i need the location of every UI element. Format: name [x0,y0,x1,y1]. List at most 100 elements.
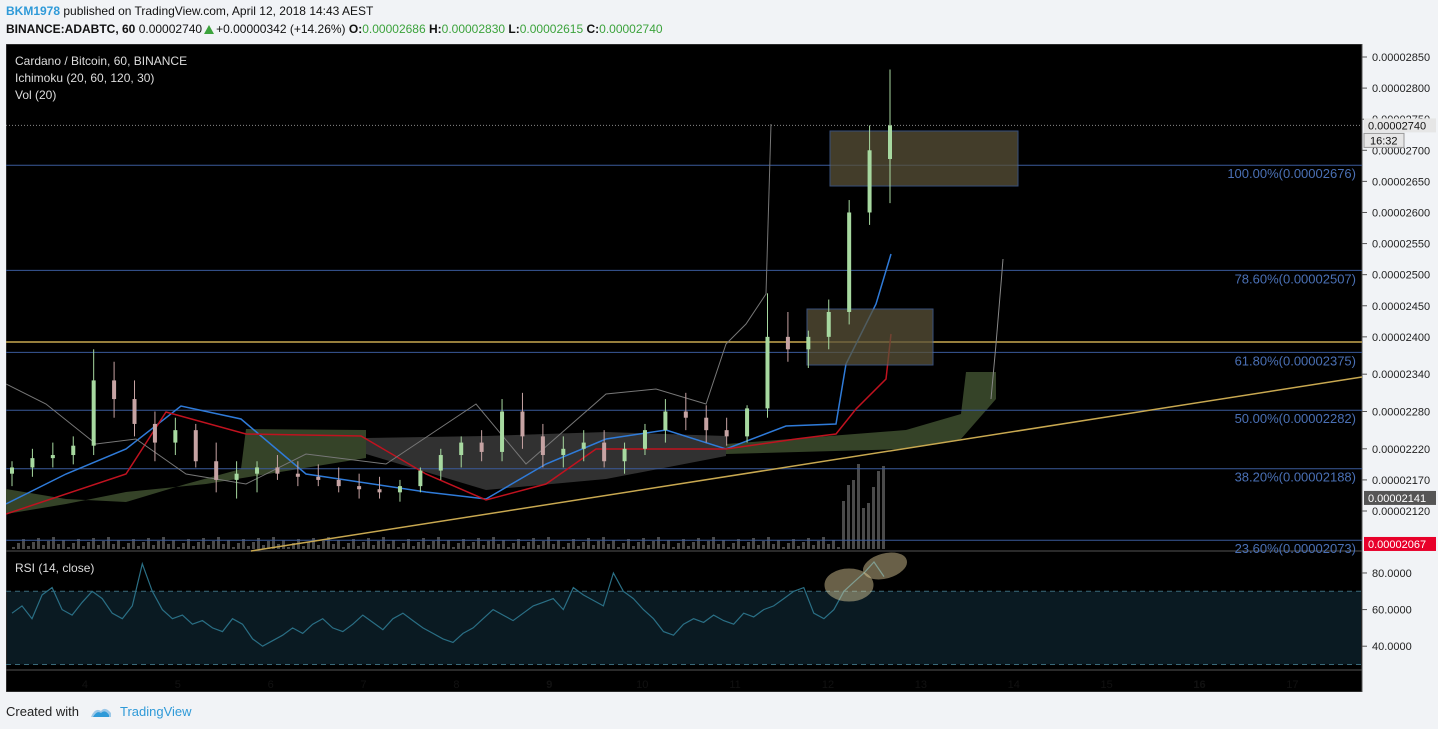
price-chart[interactable]: 100.00%(0.00002676) 78.60%(0.00002507) 61.… [6,44,1436,692]
volume-bar [442,544,445,549]
x-tick-label: 9 [546,679,552,691]
x-tick-label: 6 [268,679,274,691]
volume-bar [192,546,195,549]
volume-bar [627,539,630,549]
candle-body [438,455,443,471]
volume-bar [187,539,190,549]
tradingview-link[interactable]: TradingView [120,704,192,719]
volume-bar [482,545,485,549]
volume-bar [682,539,685,549]
volume-bar [697,538,700,549]
price-tick-label: 0.00002700 [1372,145,1430,157]
volume-bar [382,537,385,549]
volume-bar [842,501,845,549]
volume-bar [172,540,175,549]
last-price: 0.00002740 [138,22,203,36]
candle-body [479,442,484,452]
volume-bar [157,541,160,549]
price-tick-label: 0.00002340 [1372,369,1430,381]
open-value: 0.00002686 [362,22,426,36]
fib-level-label: 100.00%(0.00002676) [1227,166,1356,181]
indicator-label: Vol (20) [15,88,56,102]
candle-body [826,311,831,337]
volume-bar [662,544,665,549]
ichimoku-chikou-line [6,123,772,485]
candle-body [765,336,770,409]
volume-bar [147,538,150,549]
candle-body [520,411,525,437]
volume-bar [702,545,705,549]
open-label: O: [348,22,363,36]
volume-bar [217,537,220,549]
volume-bar [262,545,265,549]
volume-bar [872,487,875,549]
price-tick-label: 0.00002450 [1372,301,1430,313]
indicator-label: Ichimoku (20, 60, 120, 30) [15,71,154,85]
volume-bar [672,547,675,549]
volume-bar [497,544,500,549]
volume-bar [507,547,510,549]
volume-bar [367,538,370,549]
volume-bar [257,538,260,549]
fib-level-label: 61.80%(0.00002375) [1235,353,1356,368]
x-tick-label: 14 [1008,679,1020,691]
volume-bar [137,546,140,549]
high-value: 0.00002830 [441,22,506,36]
volume-bar [712,537,715,549]
price-tag-value: 0.00002141 [1368,493,1426,505]
volume-bar [487,541,490,549]
volume-bar [77,539,80,549]
volume-bar [127,543,130,549]
volume-bar [427,545,430,549]
candle-body [540,436,545,456]
up-arrow-icon [204,25,215,34]
price-tag-time: 16:32 [1370,135,1398,147]
volume-bar [322,541,325,549]
volume-bar [17,543,20,549]
volume-bar [452,547,455,549]
volume-bar [582,542,585,549]
ichimoku-cloud-bull [6,429,366,514]
candle-body [10,467,14,474]
low-value: 0.00002615 [519,22,584,36]
candle-body [642,430,647,449]
price-tick-label: 0.00002600 [1372,207,1430,219]
ohlc-header: BINANCE:ADABTC, 60 0.00002740 +0.00000342… [6,22,663,38]
candle-body [622,448,627,462]
candle-body [745,408,750,437]
volume-bar [577,546,580,549]
candle-body [683,411,688,418]
volume-bar [247,546,250,549]
ichimoku-cloud-bear [366,432,726,490]
rsi-highlight-ellipse [863,552,907,580]
price-change: +0.00000342 (+14.26%) [216,22,346,36]
volume-bar [182,543,185,549]
volume-bar [142,542,145,549]
volume-bar [412,546,415,549]
volume-bar [642,538,645,549]
volume-bar [307,542,310,549]
volume-bar [177,547,180,549]
volume-bar [722,540,725,549]
volume-bar [117,540,120,549]
volume-bar [512,543,515,549]
candle-body [704,417,709,431]
author-link[interactable]: BKM1978 [6,4,61,18]
volume-bar [547,537,550,549]
candle-body [30,458,35,468]
candle-body [152,423,157,443]
volume-bar [62,540,65,549]
volume-bar [692,542,695,549]
volume-bar [227,540,230,549]
volume-bar [732,543,735,549]
candle-body [459,442,464,456]
close-label: C: [586,22,600,36]
x-tick-label: 13 [915,679,927,691]
volume-bar [332,544,335,549]
volume-bar [572,539,575,549]
chart-pane[interactable] [6,44,1363,692]
volume-bar [762,541,765,549]
price-tick-label: 0.00002400 [1372,332,1430,344]
price-tick-label: 0.00002280 [1372,406,1430,418]
ascending-trendline [250,376,1363,552]
